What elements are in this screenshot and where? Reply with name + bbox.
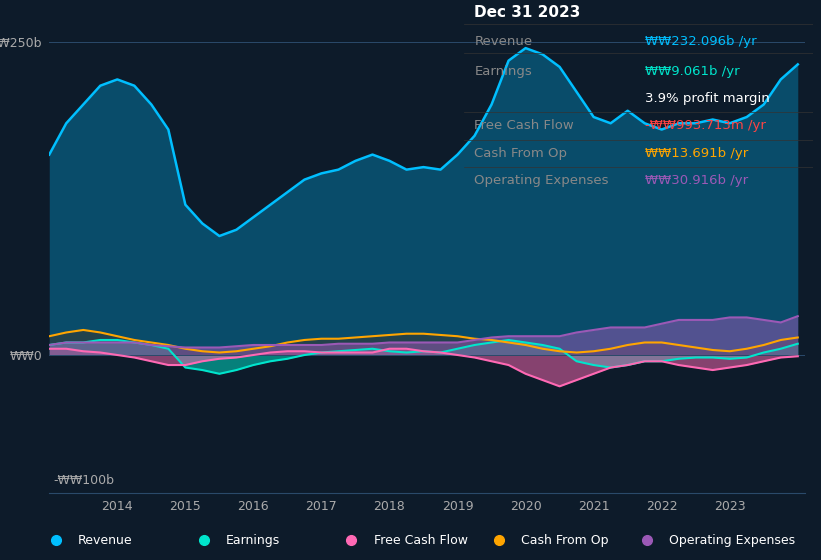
Text: Cash From Op: Cash From Op (521, 534, 609, 547)
Text: Revenue: Revenue (475, 35, 533, 48)
Text: ₩₩30.916b /yr: ₩₩30.916b /yr (645, 174, 749, 188)
Text: ₩₩13.691b /yr: ₩₩13.691b /yr (645, 147, 749, 160)
Text: Free Cash Flow: Free Cash Flow (475, 119, 574, 133)
Text: Cash From Op: Cash From Op (475, 147, 567, 160)
Text: -₩₩100b: -₩₩100b (53, 474, 114, 487)
Text: Revenue: Revenue (78, 534, 133, 547)
Text: Dec 31 2023: Dec 31 2023 (475, 5, 580, 20)
Text: 3.9% profit margin: 3.9% profit margin (645, 92, 770, 105)
Text: -₩₩993.713m /yr: -₩₩993.713m /yr (645, 119, 766, 133)
Text: Operating Expenses: Operating Expenses (475, 174, 609, 188)
Text: Operating Expenses: Operating Expenses (669, 534, 796, 547)
Text: ₩₩232.096b /yr: ₩₩232.096b /yr (645, 35, 757, 48)
Text: Earnings: Earnings (475, 64, 532, 78)
Text: Free Cash Flow: Free Cash Flow (374, 534, 467, 547)
Text: Earnings: Earnings (226, 534, 280, 547)
Text: ₩₩9.061b /yr: ₩₩9.061b /yr (645, 64, 740, 78)
